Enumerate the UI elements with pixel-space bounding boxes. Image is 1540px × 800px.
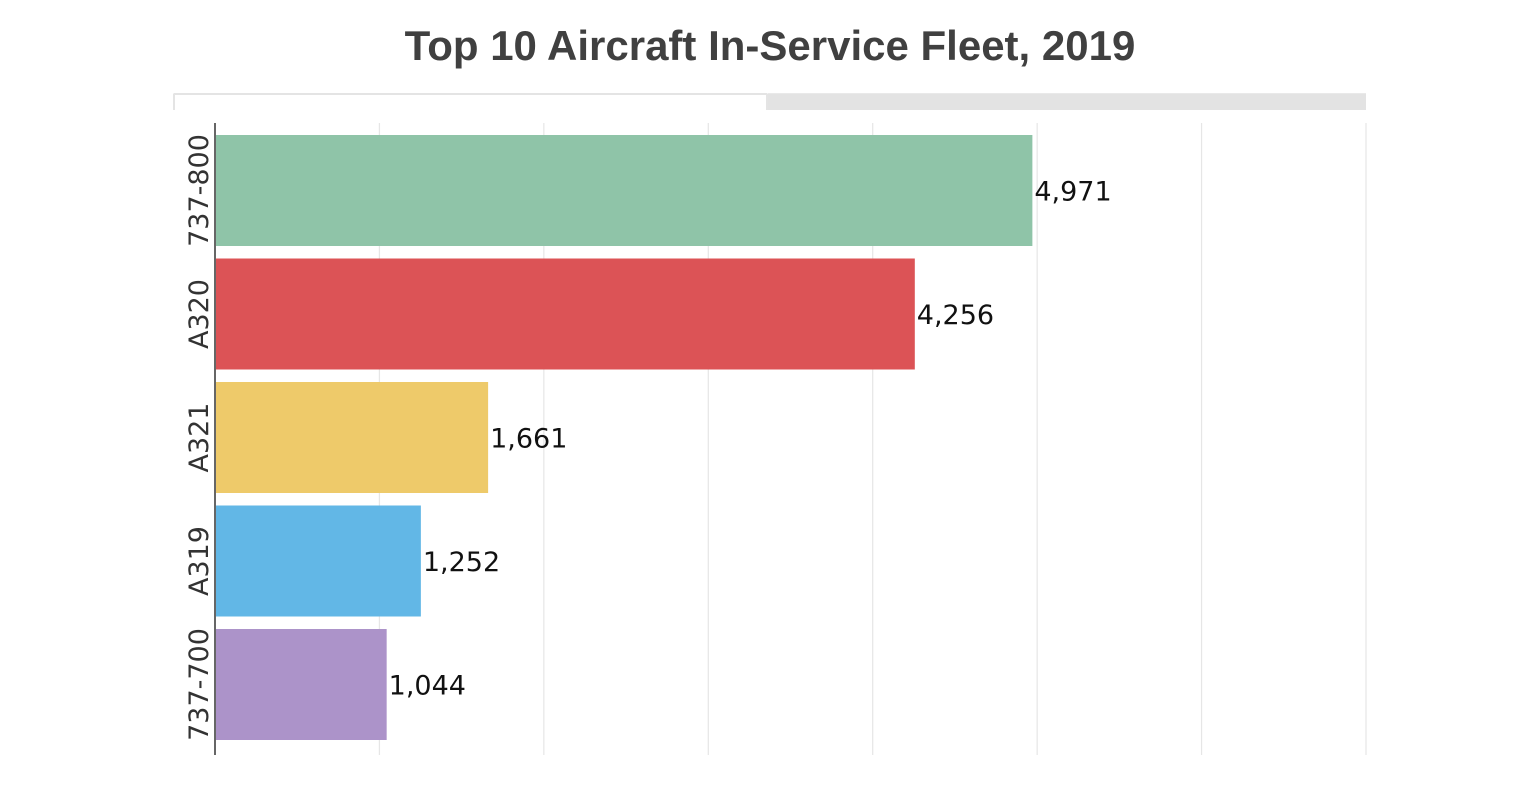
category-label: A319	[184, 526, 215, 596]
category-label: A321	[184, 402, 215, 472]
category-label: 737-700	[184, 628, 215, 741]
chart-title: Top 10 Aircraft In-Service Fleet, 2019	[404, 22, 1136, 69]
category-label: A320	[184, 279, 215, 349]
bars	[216, 135, 1033, 740]
value-label: 1,044	[389, 671, 466, 702]
bar-a320[interactable]	[216, 258, 915, 370]
value-label: 4,971	[1034, 177, 1111, 208]
value-label: 4,256	[917, 300, 994, 331]
bar-a321[interactable]	[216, 382, 489, 493]
category-label: 737-800	[184, 134, 215, 247]
tab-inactive[interactable]	[768, 93, 1366, 110]
bar-737-700[interactable]	[216, 629, 387, 740]
bar-a319[interactable]	[216, 505, 421, 617]
view-toggle-tabs	[173, 93, 1366, 110]
tab-active[interactable]	[173, 93, 768, 110]
value-label: 1,252	[423, 547, 500, 578]
bar-737-800[interactable]	[216, 135, 1033, 246]
value-labels: 4,971 4,256 1,661 1,252 1,044	[389, 177, 1112, 702]
category-labels: 737-800 A320 A321 A319 737-700	[184, 134, 215, 741]
value-label: 1,661	[490, 424, 567, 455]
